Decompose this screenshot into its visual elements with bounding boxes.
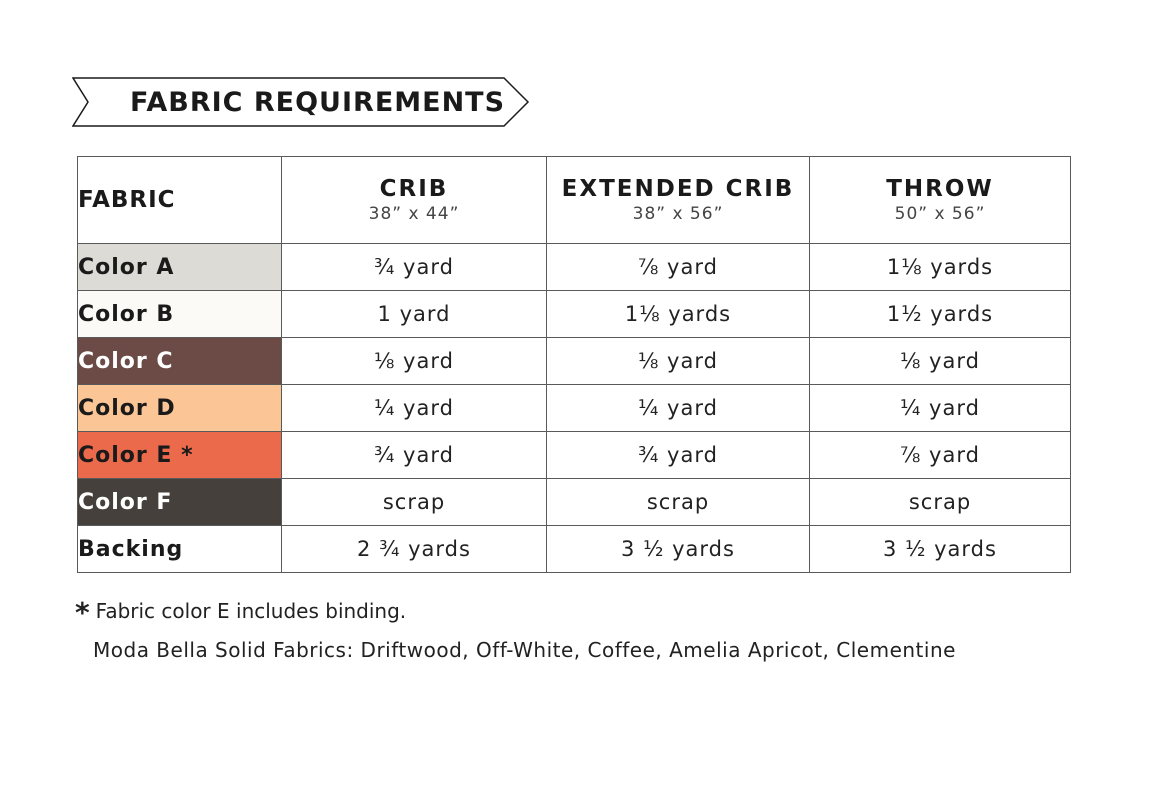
- crib-amount: ¼ yard: [281, 384, 547, 432]
- fabric-swatch-cell: Color E *: [77, 431, 282, 479]
- table-row: Color F scrap scrap scrap: [77, 478, 1071, 526]
- table-row: Color E * ¾ yard ¾ yard ⅞ yard: [77, 431, 1071, 479]
- extended-crib-amount: scrap: [546, 478, 810, 526]
- size-header-crib: CRIB 38” x 44”: [281, 156, 547, 244]
- size-name: THROW: [886, 176, 994, 202]
- binding-footnote: * Fabric color E includes binding.: [75, 596, 406, 629]
- size-dimensions: 38” x 56”: [632, 204, 724, 224]
- throw-amount: 1½ yards: [809, 290, 1071, 338]
- table-row: Color D ¼ yard ¼ yard ¼ yard: [77, 384, 1071, 432]
- fabric-swatch-cell: Color D: [77, 384, 282, 432]
- throw-amount: 3 ½ yards: [809, 525, 1071, 573]
- extended-crib-amount: ¾ yard: [546, 431, 810, 479]
- table-row: Color B 1 yard 1⅛ yards 1½ yards: [77, 290, 1071, 338]
- section-banner: FABRIC REQUIREMENTS: [72, 77, 530, 127]
- throw-amount: ⅛ yard: [809, 337, 1071, 385]
- extended-crib-amount: 1⅛ yards: [546, 290, 810, 338]
- fabric-swatch-cell: Color F: [77, 478, 282, 526]
- fabric-swatch-cell: Color A: [77, 243, 282, 291]
- throw-amount: ¼ yard: [809, 384, 1071, 432]
- throw-amount: 1⅛ yards: [809, 243, 1071, 291]
- asterisk-marker: *: [75, 596, 90, 629]
- size-name: EXTENDED CRIB: [561, 176, 795, 202]
- fabric-swatch-cell: Color B: [77, 290, 282, 338]
- fabric-swatch-cell: Backing: [77, 525, 282, 573]
- footnote-text: Fabric color E includes binding.: [95, 599, 407, 623]
- fabric-swatch-cell: Color C: [77, 337, 282, 385]
- throw-amount: ⅞ yard: [809, 431, 1071, 479]
- fabric-line-note: Moda Bella Solid Fabrics: Driftwood, Off…: [93, 638, 956, 662]
- size-dimensions: 38” x 44”: [368, 204, 460, 224]
- crib-amount: ¾ yard: [281, 431, 547, 479]
- table-header-row: FABRIC CRIB 38” x 44” EXTENDED CRIB 38” …: [77, 156, 1071, 244]
- banner-shape: [72, 77, 530, 127]
- table-row: Backing 2 ¾ yards 3 ½ yards 3 ½ yards: [77, 525, 1071, 573]
- table-row: Color A ¾ yard ⅞ yard 1⅛ yards: [77, 243, 1071, 291]
- section-title: FABRIC REQUIREMENTS: [130, 87, 506, 118]
- size-name: CRIB: [379, 176, 449, 202]
- fabric-requirements-table: FABRIC CRIB 38” x 44” EXTENDED CRIB 38” …: [77, 156, 1071, 573]
- crib-amount: scrap: [281, 478, 547, 526]
- size-header-throw: THROW 50” x 56”: [809, 156, 1071, 244]
- fabric-column-header: FABRIC: [77, 156, 282, 244]
- extended-crib-amount: ¼ yard: [546, 384, 810, 432]
- crib-amount: ¾ yard: [281, 243, 547, 291]
- extended-crib-amount: ⅛ yard: [546, 337, 810, 385]
- extended-crib-amount: 3 ½ yards: [546, 525, 810, 573]
- extended-crib-amount: ⅞ yard: [546, 243, 810, 291]
- crib-amount: 1 yard: [281, 290, 547, 338]
- throw-amount: scrap: [809, 478, 1071, 526]
- table-row: Color C ⅛ yard ⅛ yard ⅛ yard: [77, 337, 1071, 385]
- size-dimensions: 50” x 56”: [894, 204, 986, 224]
- crib-amount: ⅛ yard: [281, 337, 547, 385]
- size-header-extended-crib: EXTENDED CRIB 38” x 56”: [546, 156, 810, 244]
- crib-amount: 2 ¾ yards: [281, 525, 547, 573]
